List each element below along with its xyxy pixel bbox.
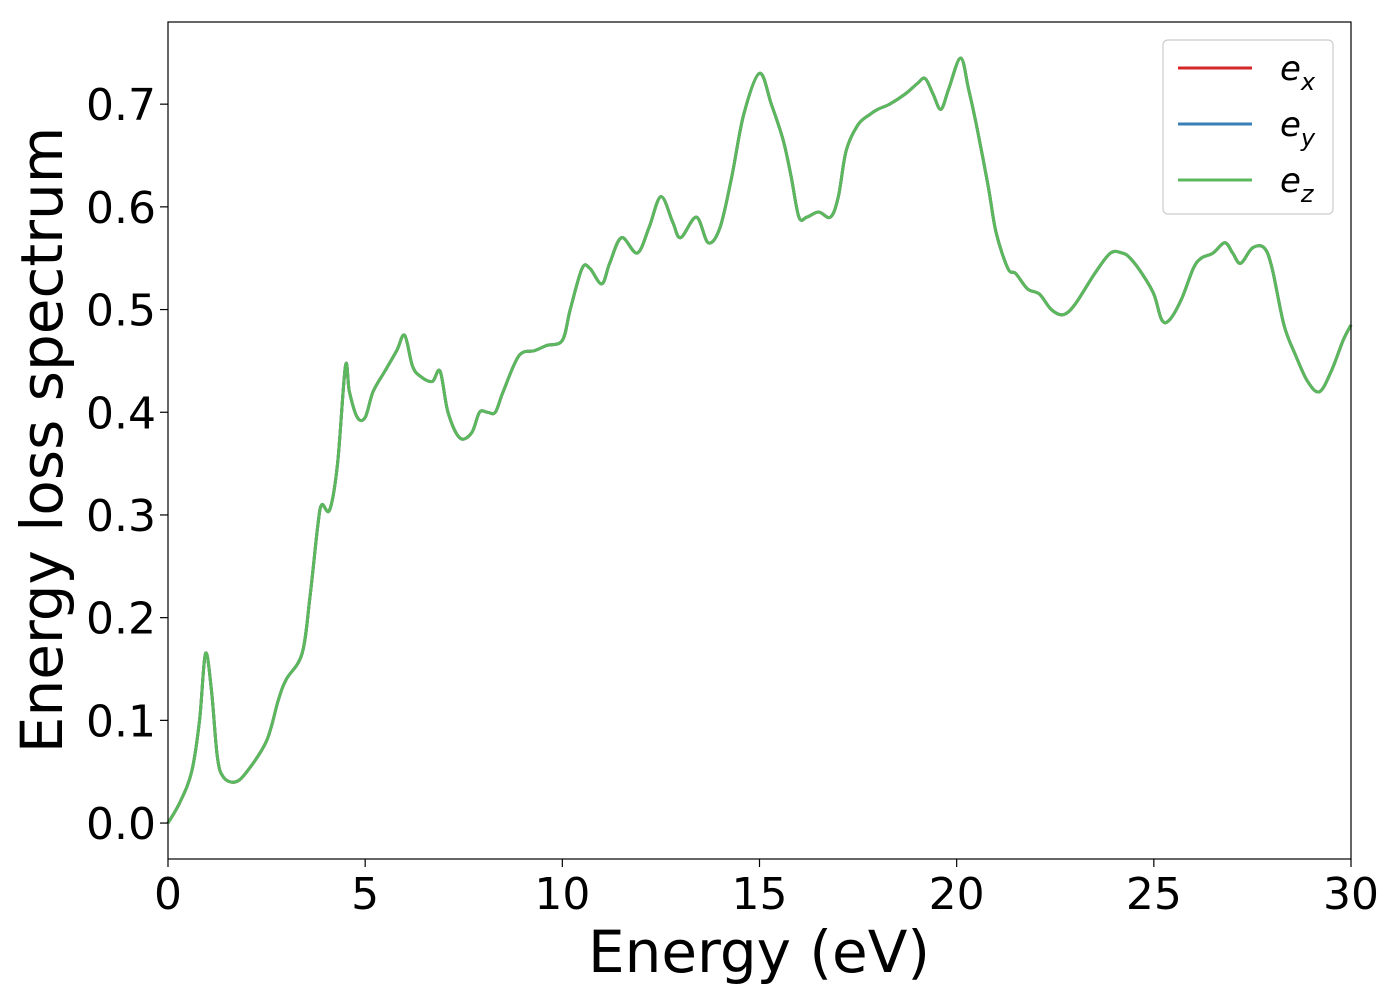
x-tick-label: 25 (1126, 869, 1182, 920)
legend-label-ez: ez (1280, 161, 1315, 208)
plot-background (168, 22, 1351, 859)
x-tick-label: 0 (154, 869, 182, 920)
y-tick-label: 0.6 (86, 183, 156, 234)
y-tick-label: 0.1 (86, 696, 156, 747)
series-line-ez (166, 56, 1353, 824)
legend-label-ey: ey (1280, 105, 1316, 152)
series-layer (166, 56, 1353, 824)
x-tick-label: 10 (534, 869, 590, 920)
y-axis-title: Energy loss spectrum (8, 127, 76, 753)
y-tick-label: 0.3 (86, 491, 156, 542)
y-tick-label: 0.4 (86, 388, 156, 439)
legend: ex ey ez (1162, 39, 1334, 215)
x-tick-label: 30 (1323, 869, 1379, 920)
x-axis-ticks: 0 5 10 15 20 25 30 (154, 859, 1379, 920)
x-tick-label: 15 (732, 869, 788, 920)
legend-box (1162, 39, 1334, 215)
y-tick-label: 0.0 (86, 799, 156, 850)
y-tick-label: 0.7 (86, 80, 156, 131)
y-axis-ticks: 0.0 0.1 0.2 0.3 0.4 0.5 0.6 0.7 (86, 80, 168, 850)
y-tick-label: 0.5 (86, 286, 156, 337)
x-tick-label: 5 (351, 869, 379, 920)
x-tick-label: 20 (929, 869, 985, 920)
y-tick-label: 0.2 (86, 594, 156, 645)
x-axis-title: Energy (eV) (588, 918, 930, 986)
legend-label-ex: ex (1280, 49, 1316, 96)
